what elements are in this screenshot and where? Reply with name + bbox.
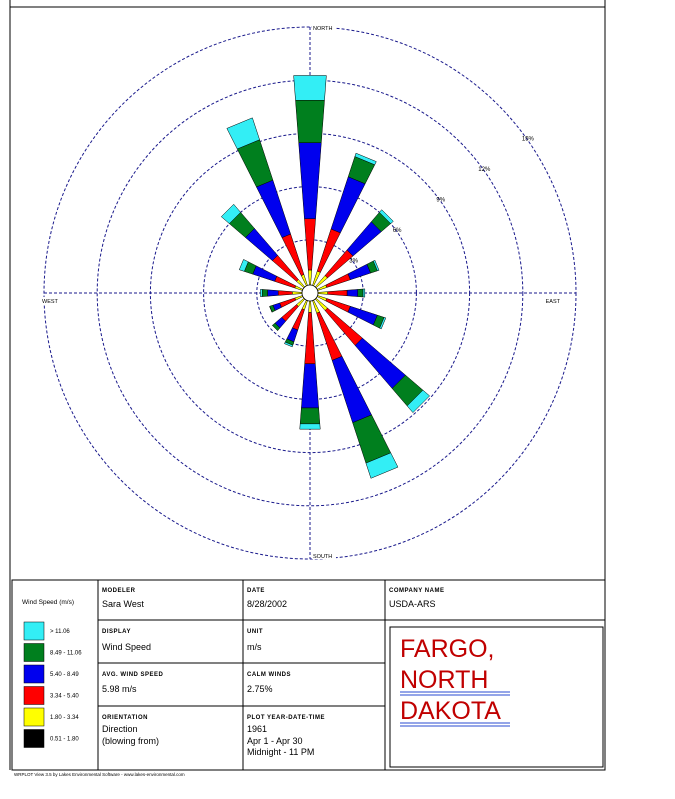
bar-segment xyxy=(362,288,366,298)
rose: 3% 6% 9% 12% 15% NORTH EAST SOUTH WEST xyxy=(41,24,577,560)
plot: 1961 xyxy=(247,724,267,734)
legend-swatch xyxy=(23,621,45,641)
info-table: MODELER Sara West DATE 8/28/2002 COMPANY… xyxy=(11,579,606,771)
bar-segment xyxy=(279,297,297,308)
bar-segment xyxy=(256,179,291,238)
legend-swatch xyxy=(23,729,45,748)
bar-segment xyxy=(331,355,372,424)
bar-segment xyxy=(284,341,294,348)
bar-segment xyxy=(304,312,316,364)
bar-segment xyxy=(295,100,325,143)
unit-label: UNIT xyxy=(247,629,263,635)
company-label: COMPANY NAME xyxy=(389,588,444,594)
calm-label: CALM WINDS xyxy=(247,672,291,678)
place-box xyxy=(389,626,604,768)
legend-swatch xyxy=(23,664,45,684)
orientation: Direction xyxy=(102,724,138,734)
bar-segment xyxy=(245,228,278,261)
direction-label: NORTH xyxy=(313,26,332,32)
bar-segment xyxy=(346,289,358,297)
bar-segment xyxy=(292,308,305,331)
orientation: (blowing from) xyxy=(102,736,159,746)
direction-label: EAST xyxy=(546,299,561,305)
avg-label: AVG. WIND SPEED xyxy=(102,672,164,678)
place: DAKOTA xyxy=(400,697,501,725)
unit: m/s xyxy=(247,642,262,652)
legend-swatch xyxy=(23,643,45,662)
ring-label: 6% xyxy=(393,228,402,234)
bar-segment xyxy=(365,452,399,479)
legend-label: 0.51 - 1.80 xyxy=(50,737,79,743)
date: 8/28/2002 xyxy=(247,599,287,609)
orientation-label: ORIENTATION xyxy=(102,715,148,721)
bar-segment xyxy=(272,325,278,331)
direction-label: SOUTH xyxy=(313,554,332,560)
legend-label: > 11.06 xyxy=(50,629,70,635)
legend-label: 8.49 - 11.06 xyxy=(50,651,82,657)
legend-label: 3.34 - 5.40 xyxy=(50,694,79,700)
bar-segment xyxy=(347,263,371,281)
ring-label: 9% xyxy=(436,197,445,203)
bar-segment xyxy=(277,290,293,296)
bar-segment xyxy=(354,152,377,166)
date-label: DATE xyxy=(247,588,265,594)
legend-swatch xyxy=(23,686,45,705)
ring-label: 12% xyxy=(478,167,491,173)
bar-segment xyxy=(379,317,387,330)
legend-swatch xyxy=(23,707,45,727)
bar-segment xyxy=(347,305,378,326)
legend-label: 5.40 - 8.49 xyxy=(50,672,79,678)
legend-label: 1.80 - 3.34 xyxy=(50,715,79,721)
company: USDA-ARS xyxy=(389,599,436,609)
bar-segment xyxy=(298,142,322,219)
display-label: DISPLAY xyxy=(102,629,131,635)
bar-segment xyxy=(299,423,321,430)
bar-segment xyxy=(379,209,394,224)
bar-segment xyxy=(269,306,273,313)
label-bg xyxy=(312,552,336,559)
label-bg xyxy=(312,24,336,31)
avg: 5.98 m/s xyxy=(102,684,137,694)
calm: 2.75% xyxy=(247,684,273,694)
table-border xyxy=(11,579,606,771)
modeler-label: MODELER xyxy=(102,588,136,594)
ring-label: 15% xyxy=(522,136,535,142)
bar-segment xyxy=(406,389,431,414)
label-bg xyxy=(537,297,561,304)
bar-segment xyxy=(262,289,268,297)
bar-segment xyxy=(354,337,406,389)
bar-segment xyxy=(293,75,327,101)
legend-title: Wind Speed (m/s) xyxy=(22,599,74,606)
modeler: Sara West xyxy=(102,599,144,609)
place: FARGO, xyxy=(400,635,494,663)
bar-segment xyxy=(372,259,380,272)
plot: Midnight - 11 PM xyxy=(247,747,314,757)
calm-circle xyxy=(301,284,319,302)
bar-segment xyxy=(260,289,263,297)
plot: Apr 1 - Apr 30 xyxy=(247,736,303,746)
bar-segment xyxy=(304,218,316,271)
grid-ring xyxy=(43,26,577,560)
bar-segment xyxy=(357,288,364,298)
bar-segment xyxy=(330,176,366,234)
ring-label: 3% xyxy=(349,258,358,264)
bar-segment xyxy=(281,304,299,322)
bar-segment xyxy=(226,117,260,150)
label-bg xyxy=(41,297,65,304)
bar-segment xyxy=(267,289,279,297)
bar-segment xyxy=(301,363,319,409)
bar-segment xyxy=(238,259,249,272)
footer: WRPLOT View 3.5 by Lakes Environmental S… xyxy=(14,772,185,777)
display: Wind Speed xyxy=(102,642,151,652)
place: NORTH xyxy=(400,666,488,694)
bar-segment xyxy=(327,289,348,297)
bar-segment xyxy=(220,203,241,224)
direction-label: WEST xyxy=(42,299,59,305)
bar-segment xyxy=(252,265,278,282)
bar-segment xyxy=(299,407,321,425)
plot-label: PLOT YEAR-DATE-TIME xyxy=(247,715,325,721)
